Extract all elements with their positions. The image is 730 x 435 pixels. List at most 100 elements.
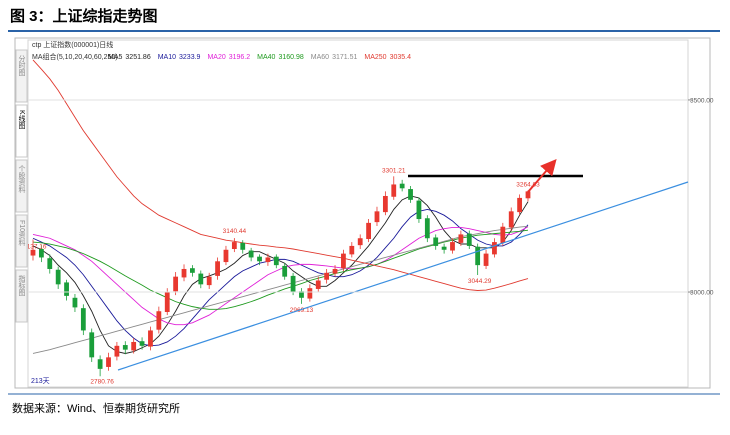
price-label: 3301.21 — [382, 167, 406, 174]
price-label: 3264.63 — [516, 181, 540, 188]
legend-value: 3171.51 — [332, 54, 357, 61]
price-label: 3140.44 — [223, 228, 247, 235]
ma-line — [32, 59, 529, 291]
y-tick-label: 3000.00 — [690, 290, 714, 297]
ma-line — [32, 226, 529, 326]
chart-header: ctp 上证指数(000001)日线 — [32, 40, 113, 49]
candle-body — [30, 249, 36, 256]
candle-body — [148, 330, 153, 347]
figure-title: 图 3：上证综指走势图 — [10, 7, 158, 25]
legend-name: MA5 — [108, 54, 123, 61]
candle-body — [290, 275, 296, 293]
plot-area — [27, 39, 689, 388]
candle-body — [97, 359, 103, 369]
candle-body — [366, 222, 371, 240]
candle-body — [190, 268, 195, 273]
candle-body — [72, 297, 78, 308]
candle-body — [517, 197, 523, 213]
legend-name: MA10 — [158, 54, 176, 61]
ma-line — [32, 229, 529, 310]
candle-body — [391, 184, 397, 197]
candle-body — [492, 242, 497, 255]
candle-body — [475, 246, 481, 266]
candle-body — [374, 211, 380, 223]
candle-body — [206, 276, 212, 286]
legend-value: 3251.86 — [125, 54, 150, 61]
candle-body — [399, 183, 405, 189]
legend-value: 3160.98 — [278, 54, 303, 61]
candle-body — [64, 282, 69, 296]
trend-line — [117, 181, 689, 371]
y-tick-label: 3500.00 — [690, 97, 714, 104]
price-label: 3044.29 — [468, 278, 492, 285]
candle-body — [525, 191, 531, 199]
legend-name: MA60 — [311, 54, 329, 61]
candle-body — [341, 253, 346, 269]
ma-line — [32, 208, 529, 347]
side-tab-label: 个股资料 — [18, 165, 26, 194]
candle-body — [441, 246, 447, 250]
legend-name: MA250 — [364, 54, 386, 61]
candle-body — [382, 195, 388, 213]
candle-body — [332, 268, 338, 274]
candle-body — [173, 276, 179, 292]
candle-body — [416, 200, 422, 220]
legend-value: 3233.9 — [179, 54, 201, 61]
candle-body — [248, 250, 254, 258]
legend-value: 3196.2 — [229, 54, 251, 61]
candle-body — [299, 291, 304, 298]
candle-body — [223, 249, 229, 263]
candle-body — [131, 341, 137, 351]
candle-body — [324, 272, 330, 280]
side-tab — [15, 214, 28, 268]
price-label: 2780.76 — [90, 378, 114, 385]
candle-body — [38, 249, 44, 258]
candle-body — [139, 341, 145, 346]
candle-body — [198, 273, 204, 285]
candle-body — [315, 280, 321, 289]
source: 数据来源：Wind、恒泰期货研究所 — [12, 401, 180, 415]
candle-body — [282, 265, 288, 277]
side-tab — [15, 159, 28, 213]
candle-body — [240, 242, 246, 250]
side-tab-label: K线图 — [18, 110, 26, 130]
candle-body — [122, 345, 128, 350]
candle-body — [450, 242, 455, 251]
candle-body — [55, 269, 61, 285]
candle-body — [156, 311, 162, 330]
side-tab — [15, 104, 28, 158]
side-tab-label: 分时图 — [18, 54, 26, 77]
candle-body — [80, 308, 86, 331]
candle-body — [89, 332, 95, 358]
side-tab-label: F10资料 — [18, 220, 26, 247]
candle-body — [164, 292, 170, 313]
side-tab-label: 指标图 — [18, 274, 26, 297]
candle-body — [508, 211, 514, 228]
legend-name: MA40 — [257, 54, 275, 61]
legend-value: 3035.4 — [390, 54, 412, 61]
candle-body — [215, 261, 220, 276]
candle-body — [424, 218, 430, 239]
candle-body — [357, 238, 363, 246]
candle-body — [433, 237, 439, 246]
candle-body — [114, 345, 120, 357]
candle-body — [47, 258, 53, 269]
candle-body — [466, 233, 472, 246]
candle-body — [408, 189, 413, 200]
price-label: 3137.16 — [23, 243, 47, 250]
price-label: 2969.13 — [290, 307, 314, 314]
candle-body — [106, 357, 111, 367]
candle-body — [181, 268, 187, 278]
candle-body — [349, 245, 355, 255]
ma-line — [32, 225, 529, 354]
candle-body — [458, 234, 464, 243]
arrow — [527, 158, 557, 193]
candle-body — [500, 226, 506, 243]
candle-body — [265, 257, 271, 263]
candle-body — [231, 242, 237, 249]
period-label: 213天 — [31, 377, 50, 385]
ma-group: MA组合(5,10,20,40,60,250) — [32, 52, 118, 61]
